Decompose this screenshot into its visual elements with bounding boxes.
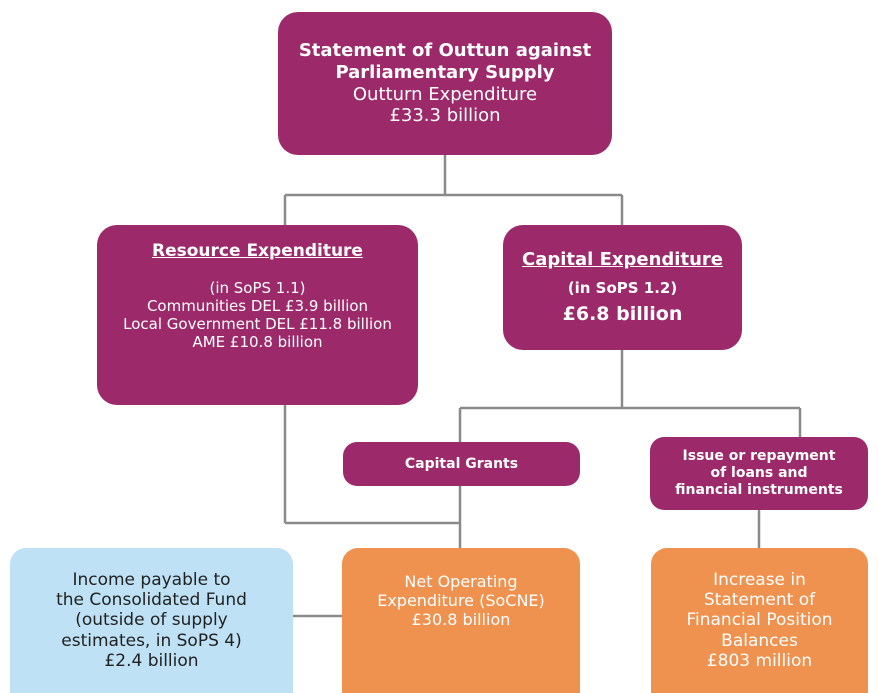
box-text: £30.8 billion (411, 610, 511, 630)
capital-grants-box: Capital Grants (343, 442, 580, 486)
box-text: (outside of supply (75, 610, 228, 631)
box-text: £2.4 billion (104, 651, 199, 672)
financial-position-box: Increase in Statement of Financial Posit… (651, 548, 868, 693)
capital-box: Capital Expenditure (in SoPS 1.2) £6.8 b… (503, 225, 742, 350)
box-text: (in SoPS 1.2) (567, 278, 678, 297)
box-text: Issue or repayment (682, 448, 836, 465)
box-text: Financial Position (686, 610, 833, 631)
box-text: £803 million (706, 651, 813, 672)
box-text: the Consolidated Fund (56, 589, 247, 610)
box-text: Balances (721, 630, 798, 651)
net-operating-box: Net Operating Expenditure (SoCNE) £30.8 … (342, 548, 580, 693)
box-text: £33.3 billion (389, 105, 501, 127)
box-text: £6.8 billion (562, 302, 683, 325)
box-text: Net Operating (404, 572, 518, 591)
box-text: Capital Grants (404, 455, 519, 472)
box-text: estimates, in SoPS 4) (61, 630, 242, 651)
loans-box: Issue or repayment of loans and financia… (650, 437, 868, 510)
box-text: Communities DEL £3.9 billion (146, 297, 369, 316)
box-text: Parliamentary Supply (335, 61, 555, 83)
box-text: of loans and (710, 465, 808, 482)
box-text: Increase in (713, 569, 806, 590)
box-text: (in SoPS 1.1) (209, 279, 306, 298)
box-text: Income payable to (72, 569, 231, 590)
income-box: Income payable to the Consolidated Fund … (10, 548, 293, 693)
box-text: Outturn Expenditure (352, 83, 538, 105)
box-text: Statement of (703, 589, 816, 610)
box-text: financial instruments (675, 481, 843, 498)
outturn-box: Statement of Outtun against Parliamentar… (278, 12, 612, 155)
box-text: Expenditure (SoCNE) (377, 591, 545, 611)
resource-box: Resource Expenditure (in SoPS 1.1) Commu… (97, 225, 418, 405)
box-text: Capital Expenditure (522, 249, 723, 271)
box-text: AME £10.8 billion (192, 333, 323, 352)
box-text: Resource Expenditure (152, 241, 363, 261)
box-text: Statement of Outtun against (298, 40, 592, 62)
box-text: Local Government DEL £11.8 billion (123, 315, 392, 334)
